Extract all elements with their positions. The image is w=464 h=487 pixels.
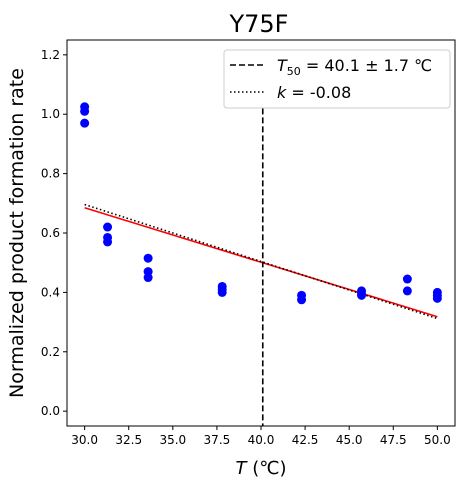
data-point: [357, 290, 367, 300]
y-tick-label: 1.2: [41, 48, 60, 62]
x-tick-label: 50.0: [424, 433, 451, 447]
y-tick-label: 0.2: [41, 345, 60, 359]
data-point: [297, 295, 307, 305]
y-tick-label: 0.0: [41, 404, 60, 418]
y-tick-label: 0.4: [41, 285, 60, 299]
legend-t50-symbol: T: [277, 56, 288, 75]
x-axis-label-symbol: T: [236, 458, 249, 479]
legend-k-value: = -0.08: [286, 83, 351, 102]
data-point: [143, 253, 153, 263]
legend: T50 = 40.1 ± 1.7 ℃ k = -0.08: [223, 49, 451, 109]
y-tick-label: 0.8: [41, 167, 60, 181]
linear-trend-line: [84, 203, 438, 320]
data-point: [402, 274, 412, 284]
data-point: [402, 286, 412, 296]
data-point: [103, 237, 113, 247]
x-tick-label: 35.0: [159, 433, 186, 447]
x-tick-label: 40.0: [248, 433, 275, 447]
x-tick-label: 32.5: [115, 433, 142, 447]
legend-label-t50: T50 = 40.1 ± 1.7 ℃: [277, 56, 432, 78]
legend-t50-value: = 40.1 ± 1.7 ℃: [301, 56, 432, 75]
y-axis-ticks: 0.0 0.2 0.4 0.6 0.8 1.0 1.2: [41, 48, 67, 418]
legend-box: [223, 49, 451, 109]
chart-title: Y75F: [228, 10, 288, 38]
legend-k-symbol: k: [277, 83, 287, 102]
data-point: [143, 273, 153, 283]
x-tick-label: 45.0: [336, 433, 363, 447]
x-tick-label: 42.5: [292, 433, 319, 447]
x-tick-label: 37.5: [204, 433, 231, 447]
fit-line: [84, 206, 438, 318]
x-tick-label: 47.5: [380, 433, 407, 447]
x-axis-label-unit: (℃): [247, 458, 287, 479]
data-point: [80, 118, 90, 128]
data-point: [103, 222, 113, 232]
x-tick-label: 30.0: [71, 433, 98, 447]
data-point: [217, 287, 227, 297]
y-tick-label: 1.0: [41, 107, 60, 121]
x-axis-label: T (℃): [236, 458, 287, 479]
legend-t50-subscript: 50: [287, 65, 301, 78]
plot-marks: [80, 99, 442, 426]
legend-label-k: k = -0.08: [277, 83, 351, 102]
data-point: [432, 293, 442, 303]
x-axis-ticks: 30.0 32.5 35.0 37.5 40.0 42.5 45.0 47.5 50.0: [71, 426, 451, 447]
data-point: [80, 106, 90, 116]
y-axis-label: Normalized product formation rate: [6, 68, 28, 398]
y-tick-label: 0.6: [41, 226, 60, 240]
